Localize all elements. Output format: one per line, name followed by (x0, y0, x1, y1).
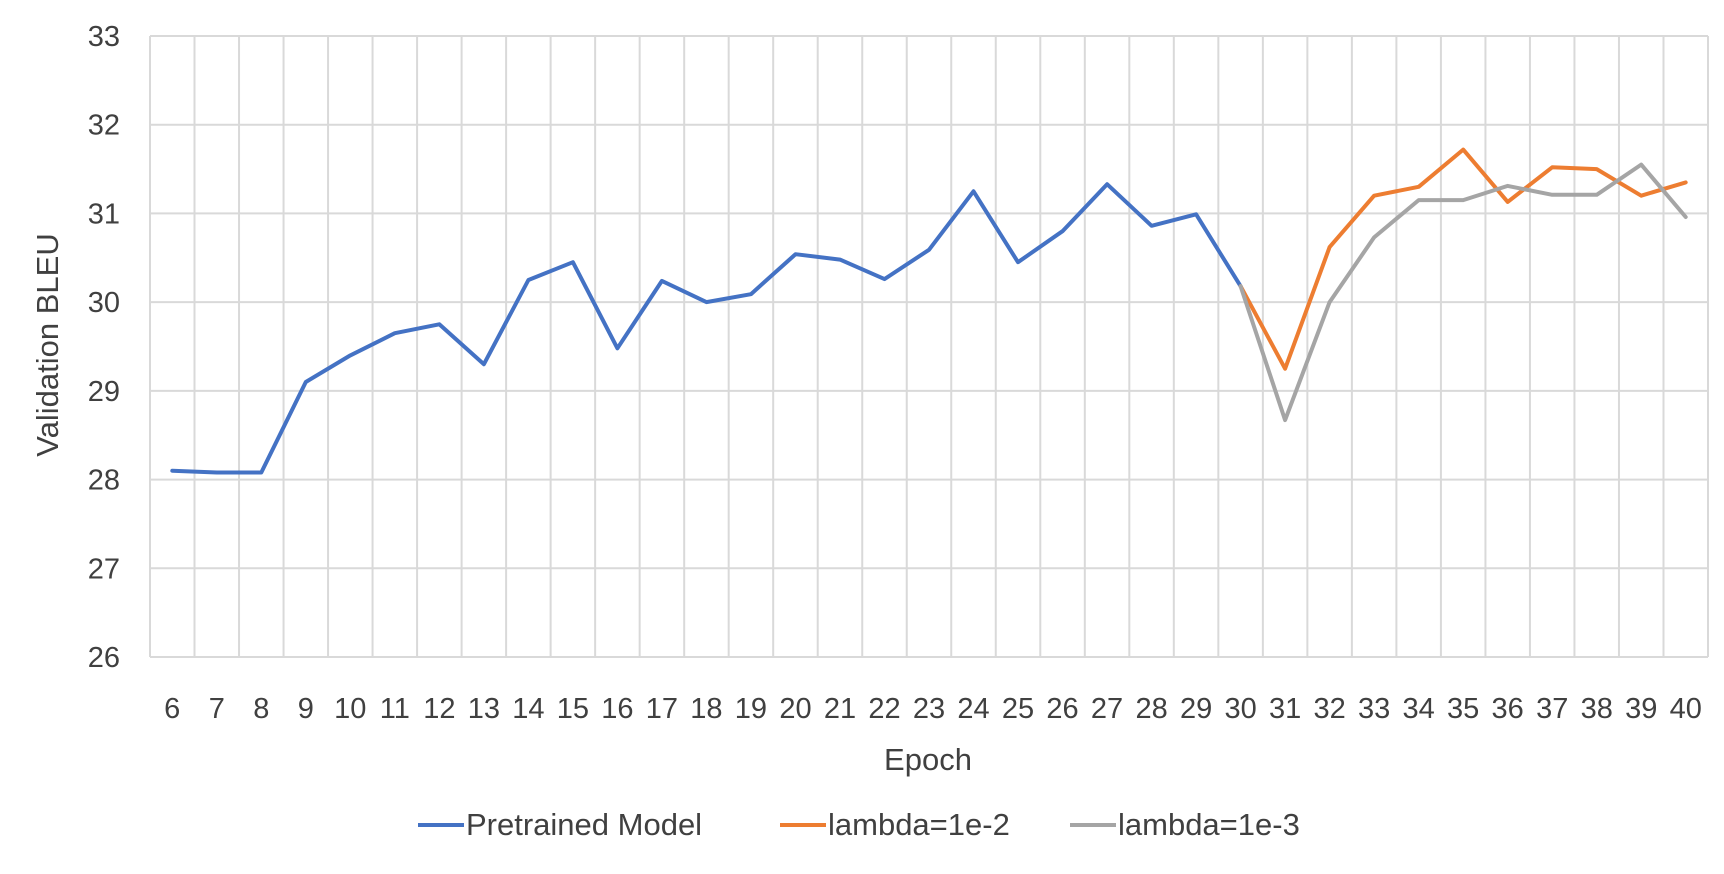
series-line-pretrained-model (170, 182, 1243, 475)
y-tick-label: 28 (88, 465, 120, 497)
x-tick-label: 36 (1492, 693, 1524, 725)
x-tick-label: 23 (913, 693, 945, 725)
x-tick-label: 33 (1358, 693, 1390, 725)
y-tick-label: 29 (88, 376, 120, 408)
y-tick-label: 26 (88, 642, 120, 674)
x-tick-label: 34 (1403, 693, 1435, 725)
x-tick-label: 18 (690, 693, 722, 725)
x-tick-label: 39 (1625, 693, 1657, 725)
x-axis-ticks: 6 7 8 9 10 11 12 13 14 15 16 17 18 19 20 21 22 23 24 25 26 27… (164, 693, 1702, 725)
x-tick-label: 32 (1313, 693, 1345, 725)
x-tick-label: 11 (380, 693, 410, 725)
legend-label-lambda-1e-3: lambda=1e-3 (1118, 807, 1300, 842)
x-tick-label: 25 (1002, 693, 1034, 725)
series-line-lambda-1e-2 (1238, 147, 1688, 371)
gridlines (149, 35, 1709, 658)
x-tick-label: 30 (1224, 693, 1256, 725)
x-tick-label: 37 (1536, 693, 1568, 725)
x-tick-label: 26 (1046, 693, 1078, 725)
y-tick-label: 31 (88, 198, 120, 230)
x-tick-label: 12 (423, 693, 455, 725)
x-tick-label: 24 (957, 693, 989, 725)
legend-label-pretrained-model: Pretrained Model (466, 807, 702, 842)
x-tick-label: 38 (1581, 693, 1613, 725)
x-tick-label: 15 (557, 693, 589, 725)
x-tick-label: 27 (1091, 693, 1123, 725)
y-tick-label: 30 (88, 287, 120, 319)
x-axis-title: Epoch (884, 742, 972, 777)
x-tick-label: 10 (334, 693, 366, 725)
x-tick-label: 21 (824, 693, 856, 725)
x-tick-label: 8 (253, 693, 269, 725)
y-tick-label: 33 (88, 21, 120, 53)
x-tick-label: 6 (164, 693, 180, 725)
x-tick-label: 31 (1269, 693, 1301, 725)
x-tick-label: 40 (1670, 693, 1702, 725)
x-tick-label: 9 (298, 693, 314, 725)
x-tick-label: 22 (868, 693, 900, 725)
x-tick-label: 29 (1180, 693, 1212, 725)
series-line-lambda-1e-3 (1238, 162, 1688, 423)
x-tick-label: 17 (646, 693, 678, 725)
y-axis-title: Validation BLEU (30, 233, 65, 456)
x-tick-label: 13 (468, 693, 500, 725)
y-tick-label: 32 (88, 110, 120, 142)
x-tick-label: 28 (1135, 693, 1167, 725)
series-lines (170, 147, 1688, 475)
legend-label-lambda-1e-2: lambda=1e-2 (828, 807, 1010, 842)
x-tick-label: 19 (735, 693, 767, 725)
y-tick-label: 27 (88, 553, 120, 585)
x-tick-label: 7 (209, 693, 225, 725)
x-tick-label: 16 (601, 693, 633, 725)
x-tick-label: 20 (779, 693, 811, 725)
x-tick-label: 35 (1447, 693, 1479, 725)
x-tick-label: 14 (512, 693, 544, 725)
legend: Pretrained Model lambda=1e-2 lambda=1e-3 (418, 807, 1300, 842)
y-axis-ticks: 26 27 28 29 30 31 32 33 (88, 21, 120, 674)
